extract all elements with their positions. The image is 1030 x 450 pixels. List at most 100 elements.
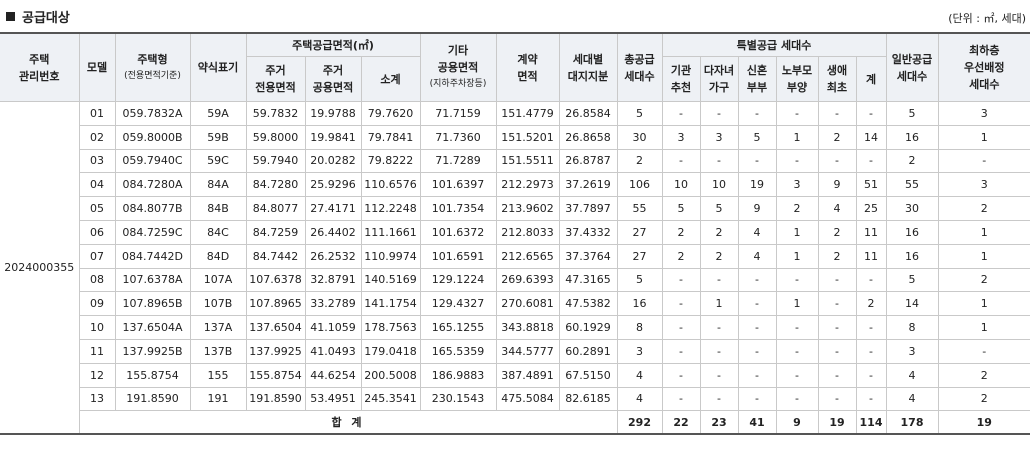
cell-comm: 33.2789 [304, 291, 362, 317]
cell-general: 3 [885, 338, 939, 364]
cell-multi: 2 [699, 219, 739, 245]
cell-inst: 5 [661, 196, 701, 221]
cell-first: - [817, 267, 857, 293]
cell-multi: - [699, 386, 739, 412]
table-row: 12 155.8754 155 155.8754 44.6254 200.5008 186.… [0, 362, 1030, 388]
cell-lowest: 2 [937, 362, 1030, 388]
cell-parents: 2 [775, 196, 819, 221]
col-mgmt-no: 주택 관리번호 [0, 32, 80, 102]
cell-lowest: 1 [937, 219, 1030, 245]
cell-abbr: 137A [189, 315, 247, 340]
section-header: 공급대상 (단위 : ㎡, 세대) [0, 0, 1030, 30]
col-exclusive-area: 주거 전용면적 [246, 56, 306, 102]
cell-abbr: 137B [189, 338, 247, 364]
table-row: 10 137.6504A 137A 137.6504 41.1059 178.7563 16… [0, 315, 1030, 340]
cell-general: 4 [885, 386, 939, 412]
cell-land: 47.3165 [558, 267, 618, 293]
cell-sub: 200.5008 [360, 362, 421, 388]
cell-abbr: 191 [189, 386, 247, 412]
cell-total: 16 [616, 291, 663, 317]
cell-abbr: 84A [189, 172, 247, 198]
cell-excl: 84.7280 [245, 172, 306, 198]
cell-newly: 19 [737, 172, 777, 198]
cell-land: 67.5150 [558, 362, 618, 388]
cell-general: 4 [885, 362, 939, 388]
cell-total: 55 [616, 196, 663, 221]
cell-comm: 20.0282 [304, 148, 362, 174]
cell-first: 2 [817, 124, 857, 150]
cell-contract: 343.8818 [495, 315, 560, 340]
cell-contract: 475.5084 [495, 386, 560, 412]
cell-newly: 5 [737, 124, 777, 150]
cell-other: 186.9883 [419, 362, 497, 388]
cell-type: 084.7280A [114, 172, 191, 198]
cell-inst: 2 [661, 219, 701, 245]
cell-inst: - [661, 362, 701, 388]
cell-lowest: 1 [937, 124, 1030, 150]
cell-inst: - [661, 267, 701, 293]
cell-first: - [817, 386, 857, 412]
table-row: 02 059.8000B 59B 59.8000 19.9841 79.7841 71.73… [0, 124, 1030, 150]
col-special-sum: 계 [855, 56, 887, 102]
cell-parents: 1 [775, 243, 819, 269]
total-parents: 9 [775, 410, 819, 435]
cell-inst: 2 [661, 243, 701, 269]
cell-excl: 59.7940 [245, 148, 306, 174]
cell-multi: - [699, 362, 739, 388]
cell-model: 02 [79, 124, 116, 150]
cell-inst: - [661, 386, 701, 412]
cell-lowest: 3 [937, 101, 1030, 126]
cell-comm: 26.4402 [304, 219, 362, 245]
management-number-cell: 2024000355 [0, 101, 80, 435]
cell-contract: 212.8033 [495, 219, 560, 245]
cell-inst: - [661, 148, 701, 174]
cell-comm: 27.4171 [304, 196, 362, 221]
cell-inst: 3 [661, 124, 701, 150]
cell-abbr: 59A [189, 101, 247, 126]
cell-spsum: - [855, 267, 887, 293]
cell-abbr: 59C [189, 148, 247, 174]
cell-model: 01 [78, 101, 116, 126]
total-spsum: 114 [855, 410, 887, 435]
cell-multi: 1 [699, 291, 739, 317]
cell-spsum: - [855, 315, 887, 340]
cell-model: 09 [79, 291, 116, 317]
cell-inst: - [661, 291, 701, 317]
cell-contract: 387.4891 [495, 362, 560, 388]
cell-general: 55 [885, 172, 939, 198]
cell-model: 03 [79, 148, 116, 174]
cell-general: 30 [885, 196, 939, 221]
cell-type: 059.7832A [114, 101, 191, 126]
cell-newly: - [737, 148, 777, 174]
cell-type: 059.8000B [114, 124, 191, 150]
cell-newly: - [737, 315, 777, 340]
cell-contract: 213.9602 [495, 196, 560, 221]
square-bullet-icon [6, 12, 15, 21]
table-row: 2024000355 01 059.7832A 59A 59.7832 19.9788 79… [0, 101, 1030, 435]
cell-excl: 59.8000 [245, 124, 306, 150]
cell-sub: 110.9974 [360, 243, 421, 269]
cell-sub: 112.2248 [360, 196, 421, 221]
cell-first: - [817, 101, 857, 126]
cell-contract: 344.5777 [495, 338, 560, 364]
cell-total: 5 [616, 267, 663, 293]
col-special-supply: 특별공급 세대수 [661, 32, 887, 57]
cell-general: 16 [885, 243, 939, 269]
col-newlywed: 신혼 부부 [737, 56, 777, 102]
col-other-common: 기타 공용면적 (지하주차장등) [419, 32, 497, 102]
cell-sub: 179.0418 [360, 338, 421, 364]
cell-newly: - [737, 386, 777, 412]
cell-sub: 79.8222 [360, 148, 421, 174]
cell-land: 37.2619 [558, 172, 618, 198]
cell-model: 10 [79, 315, 116, 340]
cell-excl: 155.8754 [245, 362, 306, 388]
cell-other: 71.7159 [419, 101, 497, 126]
col-abbr: 약식표기 [189, 32, 247, 102]
cell-first: 4 [817, 196, 857, 221]
cell-spsum: - [855, 338, 887, 364]
unit-label: (단위 : ㎡, 세대) [948, 12, 1026, 25]
cell-land: 37.4332 [558, 219, 618, 245]
table-row: 05 084.8077B 84B 84.8077 27.4171 112.2248 101.… [0, 196, 1030, 221]
cell-newly: 4 [737, 243, 777, 269]
col-total-supply: 총공급 세대수 [616, 32, 663, 102]
